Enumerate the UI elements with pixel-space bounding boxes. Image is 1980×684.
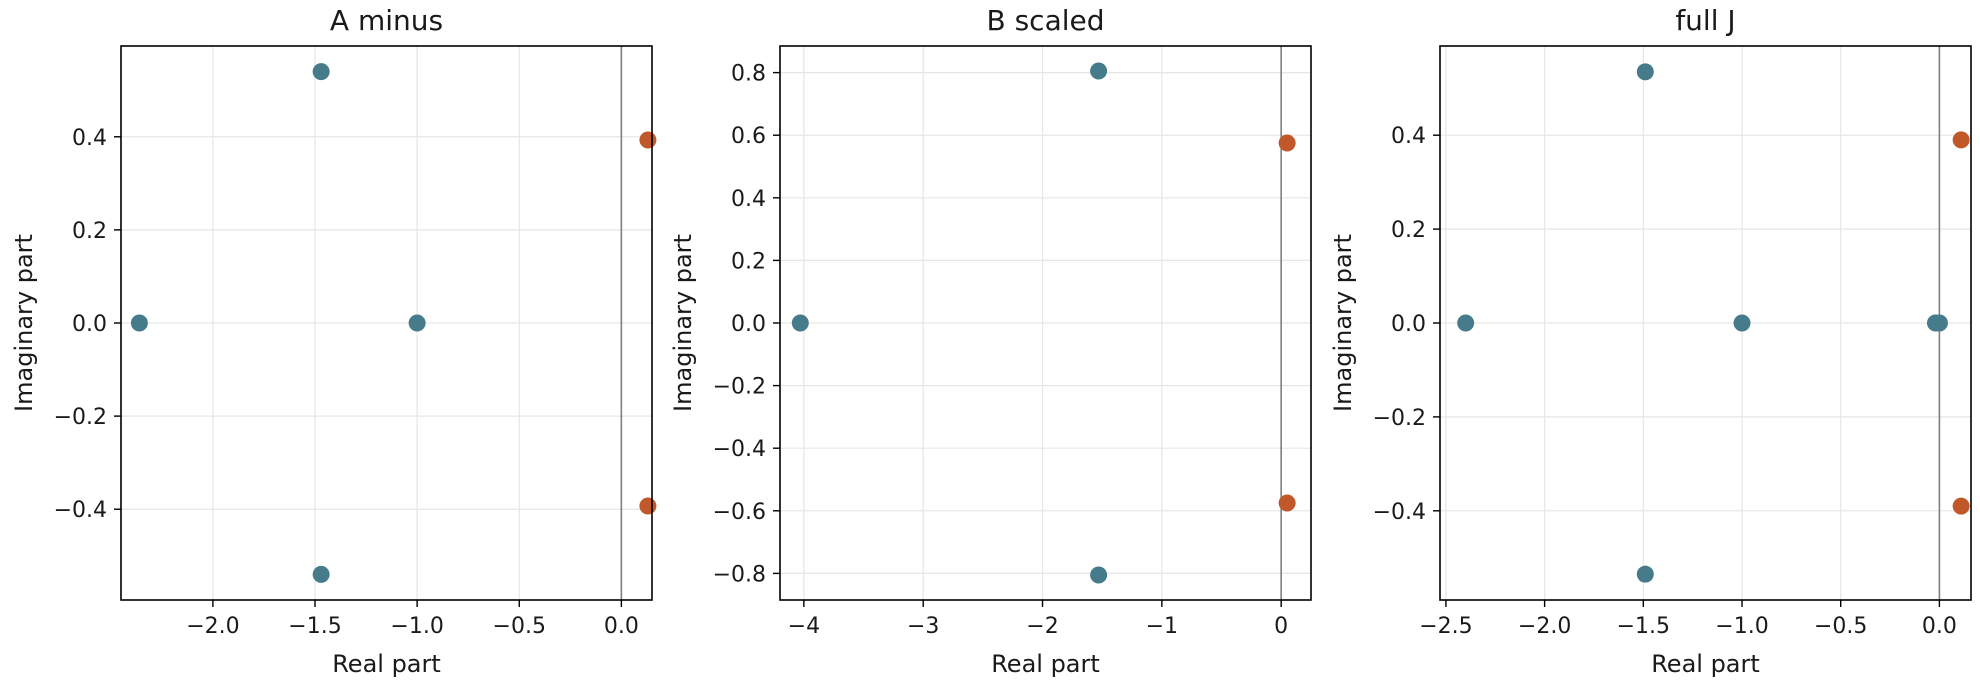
y-tick-label: 0.8 — [731, 62, 766, 87]
y-tick-label: 0.0 — [72, 312, 107, 337]
subplot-3: −2.5 −2.0 −1.5 −1.0 −0.5 0.0 −0.4 −0.2 0.0 0.2 0.4… — [1329, 4, 1972, 678]
unstable-eigenvalue-point — [1278, 494, 1296, 512]
unstable-eigenvalue-point — [1952, 131, 1970, 149]
y-tick-label: 0.0 — [1391, 312, 1426, 337]
stable-eigenvalue-point — [1457, 314, 1475, 332]
y-tick-label: −0.4 — [713, 437, 766, 462]
x-tick-label: −0.5 — [493, 614, 546, 639]
x-axis-label: Real part — [991, 650, 1100, 678]
y-tick-label: 0.2 — [72, 219, 107, 244]
stable-eigenvalue-point — [130, 314, 148, 332]
stable-eigenvalue-point — [1930, 314, 1948, 332]
y-tick-label: −0.6 — [713, 500, 766, 525]
unstable-eigenvalue-point — [639, 131, 657, 149]
subplot-2: −4 −3 −2 −1 0 −0.8 −0.6 −0.4 −0.2 0.0 0.2 0.4 0.6 0.8… — [669, 4, 1312, 678]
stable-eigenvalue-point — [1090, 62, 1108, 80]
y-tick-label: 0.4 — [731, 187, 766, 212]
y-axis-label: Imaginary part — [1329, 234, 1357, 412]
x-tick-label: −1.5 — [1617, 614, 1670, 639]
x-tick-label: −1.0 — [390, 614, 443, 639]
stable-eigenvalue-point — [1636, 565, 1654, 583]
x-tick-label: −0.5 — [1814, 614, 1867, 639]
x-tick-label: 0 — [1274, 614, 1288, 639]
x-tick-label: −1 — [1146, 614, 1178, 639]
subplot-1: −2.0 −1.5 −1.0 −0.5 0.0 −0.4 −0.2 0.0 0.2 0.4 A mi… — [10, 4, 657, 678]
unstable-eigenvalue-point — [639, 497, 657, 515]
x-axis-label: Real part — [332, 650, 441, 678]
y-tick-label: −0.2 — [1373, 406, 1426, 431]
x-tick-label: −2.0 — [186, 614, 239, 639]
y-axis-label: Imaginary part — [669, 234, 697, 412]
x-axis-label: Real part — [1651, 650, 1760, 678]
x-tick-label: 0.0 — [604, 614, 639, 639]
stable-eigenvalue-point — [791, 314, 809, 332]
y-tick-label: −0.8 — [713, 562, 766, 587]
unstable-eigenvalue-point — [1278, 134, 1296, 152]
y-tick-label: −0.4 — [54, 498, 107, 523]
x-tick-label: 0.0 — [1922, 614, 1957, 639]
y-tick-label: 0.0 — [731, 312, 766, 337]
y-tick-label: −0.2 — [54, 405, 107, 430]
stable-eigenvalue-point — [1733, 314, 1751, 332]
y-tick-label: 0.2 — [731, 249, 766, 274]
x-tick-label: −2.5 — [1419, 614, 1472, 639]
y-tick-label: −0.4 — [1373, 500, 1426, 525]
y-tick-label: 0.2 — [1391, 218, 1426, 243]
unstable-eigenvalue-point — [1952, 497, 1970, 515]
stable-eigenvalue-point — [1636, 63, 1654, 81]
y-tick-label: −0.2 — [713, 375, 766, 400]
y-tick-label: 0.4 — [72, 126, 107, 151]
stable-eigenvalue-point — [1090, 566, 1108, 584]
x-tick-label: −1.5 — [288, 614, 341, 639]
stable-eigenvalue-point — [408, 314, 426, 332]
x-tick-label: −3 — [907, 614, 939, 639]
x-tick-label: −4 — [788, 614, 820, 639]
x-tick-label: −2.0 — [1518, 614, 1571, 639]
subplot-title: A minus — [330, 4, 443, 37]
y-axis-label: Imaginary part — [10, 234, 38, 412]
y-tick-label: 0.4 — [1391, 124, 1426, 149]
stable-eigenvalue-point — [312, 565, 330, 583]
y-tick-label: 0.6 — [731, 124, 766, 149]
x-tick-label: −2 — [1026, 614, 1058, 639]
x-tick-label: −1.0 — [1715, 614, 1768, 639]
subplot-title: B scaled — [986, 4, 1104, 37]
subplot-title: full J — [1675, 4, 1735, 37]
stable-eigenvalue-point — [312, 63, 330, 81]
